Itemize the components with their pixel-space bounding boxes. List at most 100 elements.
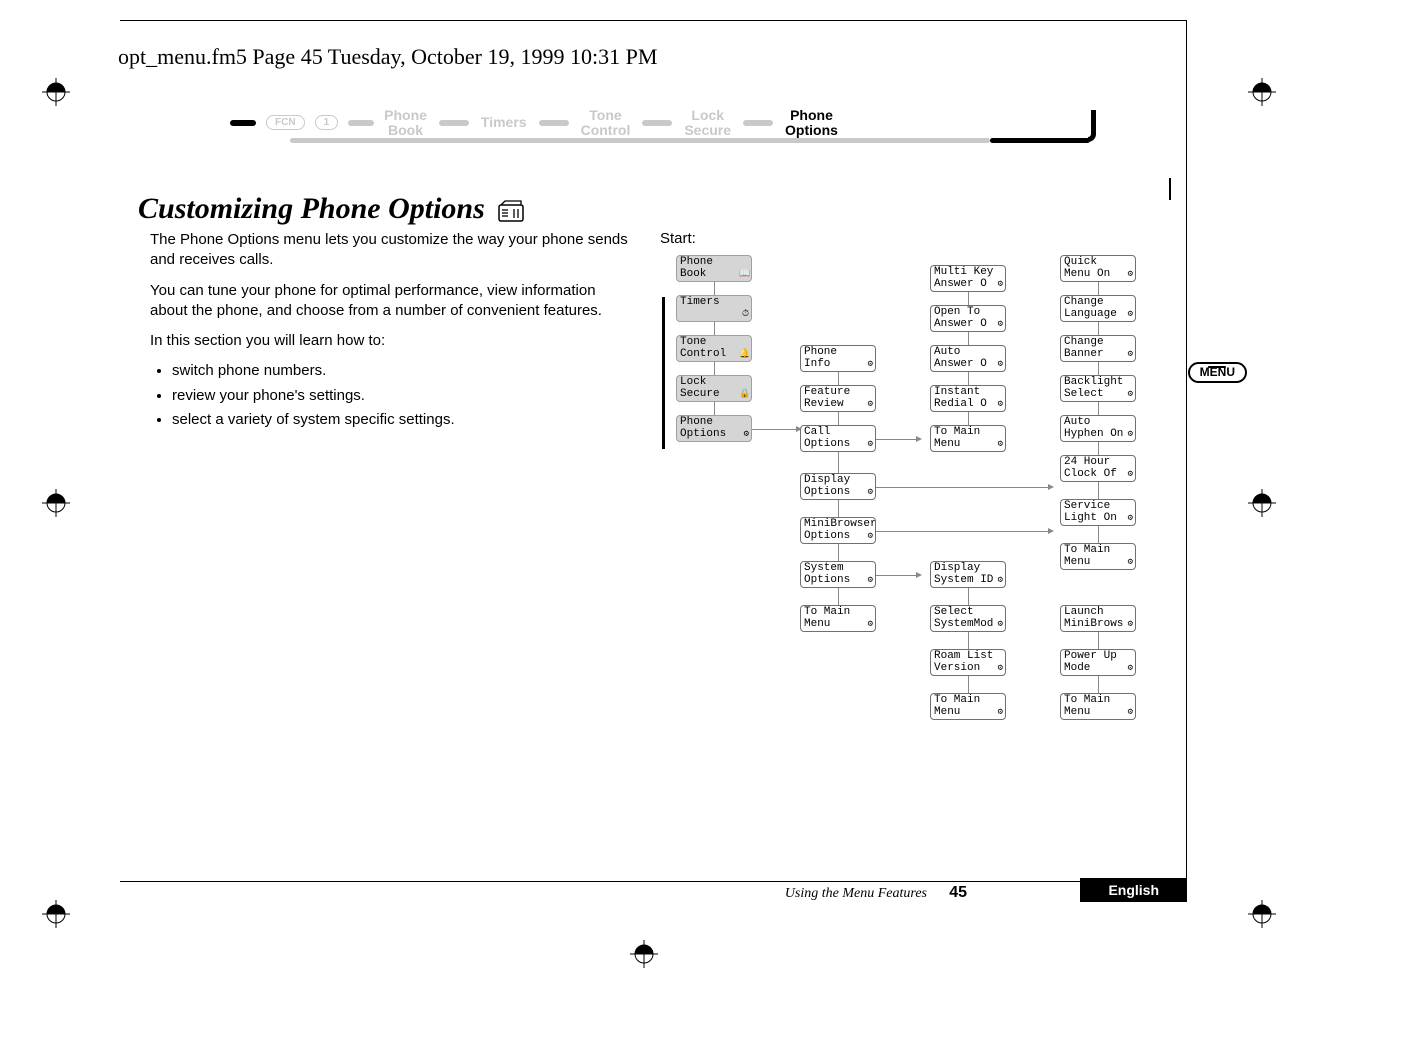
menu-node: Roam List Version⚙ [930, 649, 1006, 676]
breadcrumb-item: Timers [481, 115, 527, 130]
flow-vconnector [1098, 442, 1099, 455]
registration-mark-icon [1248, 489, 1276, 517]
menu-node: Select SystemMod⚙ [930, 605, 1006, 632]
node-icon: ⚙ [863, 488, 873, 498]
node-icon: ⚙ [993, 708, 1003, 718]
node-icon: ⚙ [993, 360, 1003, 370]
menu-node: Auto Hyphen On⚙ [1060, 415, 1136, 442]
node-icon: ⚙ [993, 280, 1003, 290]
flow-vconnector [714, 402, 715, 415]
flow-hconnector [876, 487, 1052, 488]
flow-vconnector [714, 362, 715, 375]
flow-vconnector [838, 588, 839, 605]
node-icon: ⚙ [863, 440, 873, 450]
flow-vconnector [1098, 362, 1099, 375]
node-icon: ⚙ [993, 620, 1003, 630]
node-icon: ⚙ [1123, 310, 1133, 320]
menu-node: Display Options⚙ [800, 473, 876, 500]
node-icon: ⚙ [1123, 558, 1133, 568]
node-icon: ⚙ [993, 664, 1003, 674]
flow-vconnector [968, 412, 969, 425]
flow-vconnector [968, 632, 969, 649]
right-rule [1186, 20, 1187, 882]
menu-node: To Main Menu⚙ [930, 693, 1006, 720]
menu-node: To Main Menu⚙ [1060, 543, 1136, 570]
breadcrumb-connector [743, 120, 773, 126]
flow-vconnector [1098, 282, 1099, 295]
registration-mark-icon [1248, 78, 1276, 106]
flow-hconnector [752, 429, 800, 430]
node-icon: ⏱ [739, 310, 749, 320]
menu-node: Power Up Mode⚙ [1060, 649, 1136, 676]
node-icon: 🔔 [739, 350, 749, 360]
footer-language: English [1080, 878, 1187, 902]
menu-node: Auto Answer O⚙ [930, 345, 1006, 372]
flow-vconnector [1098, 322, 1099, 335]
breadcrumb-item: ToneControl [581, 108, 631, 137]
header-filename: opt_menu.fm5 Page 45 Tuesday, October 19… [118, 44, 657, 70]
node-icon: ⚙ [1123, 430, 1133, 440]
flow-vconnector [838, 412, 839, 425]
footer-page-number: 45 [949, 884, 967, 902]
intro-p1: The Phone Options menu lets you customiz… [150, 230, 630, 271]
top-rule [120, 20, 1187, 21]
flow-vconnector [838, 372, 839, 385]
node-icon: ⚙ [1123, 514, 1133, 524]
menu-node: Multi Key Answer O⚙ [930, 265, 1006, 292]
flow-vconnector [968, 332, 969, 345]
menu-node: Phone Info⚙ [800, 345, 876, 372]
node-icon: ⚙ [739, 430, 749, 440]
node-icon: ⚙ [993, 576, 1003, 586]
breadcrumb-item: PhoneOptions [785, 108, 838, 137]
footer: Using the Menu Features 45 English [660, 882, 1187, 912]
flow-vconnector [1098, 676, 1099, 693]
bullet-item: review your phone's settings. [172, 386, 630, 406]
node-icon: ⚙ [1123, 470, 1133, 480]
flow-vconnector [1098, 402, 1099, 415]
flow-sidebar [662, 297, 665, 449]
menu-node: Open To Answer O⚙ [930, 305, 1006, 332]
menu-node: Service Light On⚙ [1060, 499, 1136, 526]
menu-node: MiniBrowser Options⚙ [800, 517, 876, 544]
bc-conn [348, 120, 374, 126]
node-icon: ⚙ [1123, 270, 1133, 280]
menu-node: Phone Options⚙ [676, 415, 752, 442]
menu-node: Backlight Select⚙ [1060, 375, 1136, 402]
breadcrumb-connector [439, 120, 469, 126]
menu-node: Display System ID⚙ [930, 561, 1006, 588]
flow-vconnector [1098, 526, 1099, 543]
bullet-item: switch phone numbers. [172, 361, 630, 381]
intro-p2: You can tune your phone for optimal perf… [150, 281, 630, 322]
registration-mark-icon [42, 489, 70, 517]
flow-arrowhead [1048, 484, 1054, 490]
node-icon: ⚙ [863, 576, 873, 586]
menu-node: Lock Secure🔒 [676, 375, 752, 402]
flow-hconnector [876, 575, 920, 576]
breadcrumb-connector [642, 120, 672, 126]
menu-node: Phone Book📖 [676, 255, 752, 282]
section-title: Customizing Phone Options [138, 192, 524, 226]
flow-vconnector [838, 500, 839, 517]
registration-mark-icon [1248, 900, 1276, 928]
menu-badge-text: MENU [1200, 365, 1235, 379]
breadcrumb-connector [539, 120, 569, 126]
registration-mark-icon [630, 940, 658, 968]
node-icon: ⚙ [993, 320, 1003, 330]
node-icon: ⚙ [863, 400, 873, 410]
menu-node: Tone Control🔔 [676, 335, 752, 362]
menu-node: To Main Menu⚙ [1060, 693, 1136, 720]
node-icon: ⚙ [993, 440, 1003, 450]
node-icon: ⚙ [1123, 708, 1133, 718]
node-icon: 📖 [739, 270, 749, 280]
breadcrumb-bar: FCN 1 PhoneBookTimersToneControlLockSecu… [230, 108, 838, 137]
footer-section: Using the Menu Features [785, 886, 927, 902]
node-icon: ⚙ [1123, 390, 1133, 400]
flow-arrowhead [916, 572, 922, 578]
flow-vconnector [1098, 632, 1099, 649]
node-icon: ⚙ [863, 360, 873, 370]
menu-node: Change Banner⚙ [1060, 335, 1136, 362]
registration-mark-icon [42, 900, 70, 928]
fcn-button-icon: FCN [266, 115, 305, 130]
node-icon: ⚙ [863, 620, 873, 630]
flow-hconnector [876, 531, 1052, 532]
